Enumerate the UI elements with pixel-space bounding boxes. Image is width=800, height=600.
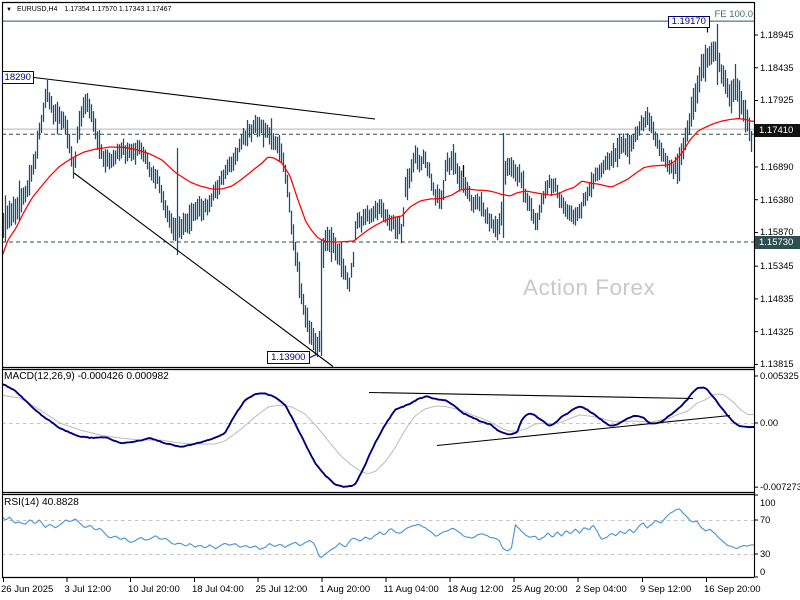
macd-signal-line bbox=[2, 393, 754, 475]
date-axis-label: 26 Jun 2025 bbox=[1, 583, 54, 595]
level-price-box: 1.15730 bbox=[755, 235, 800, 249]
price-axis-label: 1.14835 bbox=[760, 293, 794, 304]
price-axis-label: 1.16380 bbox=[760, 194, 794, 205]
price-axis-label: 1.16890 bbox=[760, 161, 794, 172]
rsi-name: RSI(14) bbox=[4, 497, 40, 508]
bar-series bbox=[2, 24, 753, 358]
label-13900-connector bbox=[309, 353, 318, 358]
date-axis-label: 18 Aug 12:00 bbox=[447, 583, 504, 595]
date-axis-label: 2 Sep 04:00 bbox=[575, 583, 627, 595]
chart-title-ohlc: 1.17354 1.17570 1.17343 1.17467 bbox=[64, 6, 172, 13]
date-axis-label: 1 Aug 20:00 bbox=[319, 583, 371, 595]
lbl-18290[interactable]: 18290 bbox=[1, 71, 34, 84]
date-axis-label: 9 Sep 12:00 bbox=[640, 583, 692, 595]
price-axis-label: 1.15870 bbox=[760, 227, 794, 238]
macd-trendline-2 bbox=[436, 414, 731, 447]
date-axis-label: 11 Aug 04:00 bbox=[383, 583, 439, 595]
price-axis-label: 1.13815 bbox=[760, 359, 794, 370]
macd-indicator-label: MACD(12,26,9) -0.000426 0.000982 bbox=[4, 371, 169, 382]
rsi-axis-label: 70 bbox=[760, 515, 771, 525]
date-axis-label: 25 Jul 12:00 bbox=[255, 583, 308, 595]
rsi-line bbox=[2, 508, 754, 558]
watermark: Action Forex bbox=[523, 275, 656, 300]
bid-price-box: 1.17410 bbox=[755, 124, 800, 137]
rsi-axis-label: 100 bbox=[760, 497, 776, 508]
date-axis-label: 10 Jul 20:00 bbox=[128, 583, 180, 595]
title-bar: ▼ EURUSD,H4 1.17354 1.17570 1.17343 1.17… bbox=[6, 2, 171, 17]
fib-expansion-label: FE 100.0 bbox=[714, 8, 753, 20]
price-axis-label: 1.18945 bbox=[760, 30, 794, 40]
price-axis-label: 1.17925 bbox=[760, 95, 794, 106]
date-axis-label: 16 Sep 20:00 bbox=[704, 583, 761, 595]
price-trendline-2 bbox=[73, 172, 334, 367]
price-trendline-1 bbox=[33, 76, 376, 120]
macd-main-line bbox=[2, 382, 754, 488]
rsi-indicator-label: RSI(14) 40.8828 bbox=[4, 497, 79, 508]
rsi-value: 40.8828 bbox=[41, 497, 79, 508]
date-axis-label: 18 Jul 04:00 bbox=[192, 583, 244, 595]
ma-line bbox=[2, 118, 754, 259]
date-axis-label: 25 Aug 20:00 bbox=[511, 583, 568, 595]
price-axis-label: 1.15345 bbox=[760, 261, 794, 272]
lbl-13900[interactable]: 1.13900 bbox=[266, 351, 310, 364]
macd-name: MACD(12,26,9) bbox=[4, 371, 75, 382]
chart-title-symbol: EURUSD,H4 bbox=[16, 6, 58, 13]
macd-trendline-1 bbox=[368, 391, 694, 400]
date-axis-label: 3 Jul 12:00 bbox=[64, 583, 111, 595]
price-axis-label: 1.14325 bbox=[760, 326, 794, 337]
macd-axis-label: 0.005325 bbox=[760, 371, 799, 381]
rsi-axis-label: 0 bbox=[760, 566, 766, 577]
price-axis-label: 1.18435 bbox=[760, 62, 794, 73]
macd-values: -0.000426 0.000982 bbox=[77, 371, 169, 382]
rsi-axis-label: 30 bbox=[760, 549, 771, 559]
lbl-119170[interactable]: 1.19170 bbox=[667, 15, 710, 28]
dropdown-arrow-icon[interactable]: ▼ bbox=[6, 6, 12, 13]
macd-axis-label: 0.00 bbox=[760, 418, 779, 428]
macd-axis-label: -0.007273 bbox=[760, 482, 800, 493]
